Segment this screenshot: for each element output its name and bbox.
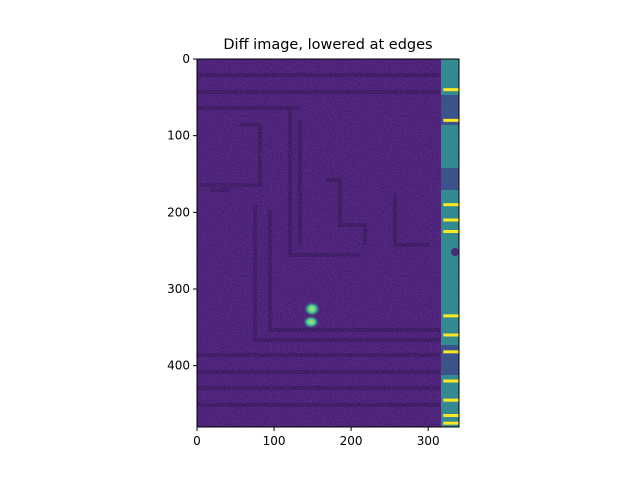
y-tick-label: 400 [167,359,190,373]
strip-bright-bar [443,398,459,402]
y-tick-label: 100 [167,129,190,143]
strip-dot [451,248,459,256]
strip-bright-bar [443,88,459,92]
x-axis: 0 100 200 300 [193,427,440,448]
strip-bright-bar [443,230,459,233]
strip-bright-bar [443,333,459,337]
strip-bright-bar [443,414,459,417]
bright-spot-bottom [302,315,320,329]
strip-bright-bar [443,118,459,122]
strip-bright-bar [443,379,459,383]
axes-frame [196,58,460,428]
strip-bright-bar [443,314,459,318]
strip-bars [443,88,459,425]
y-tick-label: 0 [182,52,190,66]
noise-overlay [197,59,442,427]
y-tick-label: 200 [167,205,190,219]
x-tick-label: 200 [340,434,363,448]
y-tick-label: 300 [167,282,190,296]
x-tick-label: 100 [263,434,286,448]
strip-bright-bar [443,218,459,222]
chart-title: Diff image, lowered at edges [223,37,432,53]
x-tick-label: 300 [417,434,440,448]
y-axis: 0 100 200 300 400 [167,52,197,373]
right-strip-dark-2 [441,168,459,190]
right-strip-dark-3 [441,345,459,375]
right-strip-dark-1 [441,95,459,125]
diff-image [197,59,459,427]
strip-bright-bar [443,421,459,425]
strip-bright-bar [443,350,459,354]
x-tick-label: 0 [193,434,201,448]
strip-bright-bar [443,203,459,207]
bright-spot-top [303,301,321,317]
